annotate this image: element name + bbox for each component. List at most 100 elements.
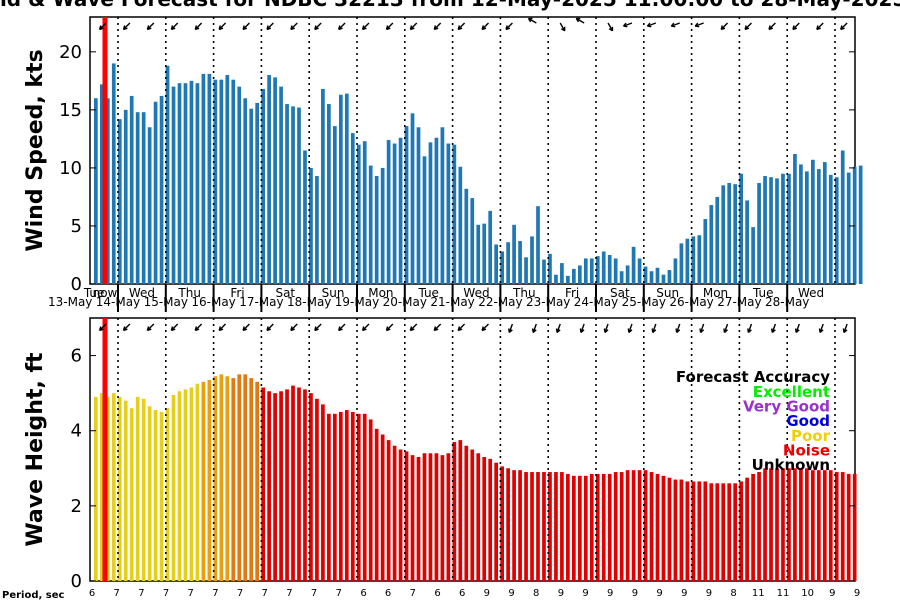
wave-bar: [231, 378, 236, 581]
wind-bar: [309, 167, 313, 284]
wave-bar: [721, 483, 726, 581]
arrow-head: [723, 328, 726, 333]
direction-arrow: [314, 323, 322, 332]
day-name-label: Wed: [129, 286, 155, 300]
period-value: 9: [508, 588, 514, 599]
wave-bar: [709, 483, 714, 581]
arrow-head: [170, 326, 174, 331]
wave-bar: [374, 428, 379, 581]
wave-bar: [135, 396, 140, 581]
wind-bar: [231, 79, 236, 284]
wave-bar: [386, 440, 391, 581]
wave-bar: [267, 391, 271, 581]
arrow-head: [651, 328, 654, 333]
arrow-head: [242, 326, 245, 331]
arrow-shaft: [146, 323, 155, 331]
direction-arrow: [194, 323, 203, 332]
wave-bar: [512, 470, 516, 581]
wave-bar: [368, 419, 373, 581]
wind-bar: [356, 144, 361, 284]
arrow-head: [385, 326, 389, 331]
arrow-shaft: [170, 22, 179, 30]
arrow-head: [481, 25, 484, 30]
wind-bar: [99, 84, 104, 284]
arrow-shaft: [795, 323, 800, 333]
wind-bar: [637, 258, 642, 284]
arrow-shaft: [556, 323, 561, 333]
wave-bar: [219, 374, 224, 581]
wind-bar: [512, 224, 516, 284]
wave-bar: [787, 468, 791, 581]
y-tick-label: 20: [59, 42, 82, 63]
period-label: Period, sec: [2, 590, 65, 600]
wave-bar: [338, 411, 343, 581]
wave-bar: [327, 413, 331, 581]
y-tick-label: 0: [71, 274, 82, 295]
wind-bar: [219, 79, 224, 284]
wave-bar: [99, 393, 104, 581]
arrow-head: [579, 328, 582, 333]
wave-bar: [554, 472, 558, 581]
wind-bar: [607, 254, 612, 284]
wave-bar: [380, 434, 385, 581]
wave-bar: [458, 440, 463, 581]
wind-bar: [572, 268, 576, 284]
wind-bar: [530, 236, 534, 284]
wind-bar: [697, 235, 702, 284]
wind-bar: [524, 257, 528, 284]
arrow-shaft: [481, 323, 489, 331]
arrow-head: [481, 326, 484, 331]
wind-bar: [380, 167, 385, 284]
wind-bar: [733, 184, 738, 284]
arrow-head: [768, 25, 771, 30]
wind-bar: [321, 88, 325, 284]
arrow-head: [146, 326, 150, 331]
period-value: 7: [212, 588, 218, 599]
wave-bar: [255, 381, 260, 581]
day-name-label: Mon: [368, 286, 393, 300]
wind-bar: [249, 108, 254, 285]
direction-arrow: [840, 22, 848, 31]
period-value: 9: [829, 588, 835, 599]
direction-arrow: [694, 22, 704, 28]
legend-title: Forecast Accuracy: [676, 368, 830, 386]
wave-bar: [261, 387, 265, 581]
wind-bar: [344, 93, 349, 285]
legend-item: Noise: [783, 441, 830, 459]
arrow-head: [170, 25, 174, 30]
arrow-shaft: [628, 323, 633, 333]
arrow-shaft: [819, 323, 824, 333]
direction-arrow: [481, 323, 489, 332]
wind-bar: [589, 258, 594, 284]
wind-bar: [828, 174, 833, 284]
wind-bar: [213, 79, 218, 284]
arrow-head: [531, 328, 534, 333]
period-value: 6: [385, 588, 391, 599]
wave-bar: [637, 470, 642, 581]
arrow-head: [218, 326, 221, 331]
direction-arrow: [314, 22, 322, 31]
direction-arrow: [361, 323, 370, 332]
wave-bar: [153, 410, 158, 581]
direction-arrow: [409, 22, 418, 31]
wind-bar: [739, 173, 743, 284]
wave-bar: [828, 470, 833, 581]
direction-arrow: [98, 22, 107, 31]
wind-bar: [338, 94, 343, 284]
wave-bar: [548, 472, 552, 581]
wave-bar: [243, 374, 248, 581]
arrow-shaft: [409, 323, 418, 331]
wave-bar: [165, 408, 170, 581]
wind-bar: [422, 156, 427, 284]
wave-bar: [249, 378, 254, 581]
wave-bar: [649, 472, 654, 581]
wind-bar: [189, 80, 194, 284]
arrow-shaft: [671, 22, 680, 27]
direction-arrow: [338, 323, 346, 332]
wind-bar: [506, 242, 510, 284]
wave-bar: [428, 453, 433, 581]
wave-bar: [434, 453, 439, 581]
arrow-head: [433, 326, 437, 331]
y-tick-label: 2: [71, 496, 82, 517]
